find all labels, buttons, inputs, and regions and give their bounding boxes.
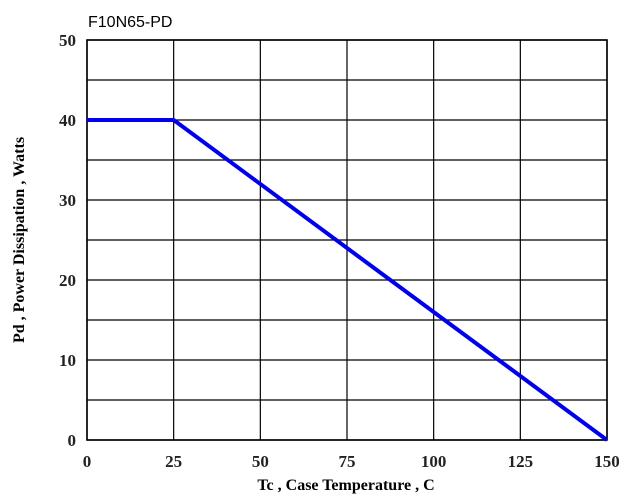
grid: [86, 39, 608, 441]
y-tick-label: 50: [59, 31, 76, 50]
y-tick-label: 10: [59, 351, 76, 370]
y-axis-label: Pd , Power Dissipation , Watts: [11, 137, 28, 343]
y-tick-label: 40: [59, 111, 76, 130]
x-tick-labels: 0 25 50 75 100 125 150: [83, 452, 620, 471]
y-tick-labels: 0 10 20 30 40 50: [59, 31, 76, 450]
x-tick-label: 50: [252, 452, 269, 471]
y-tick-label: 0: [68, 431, 77, 450]
x-tick-label: 25: [165, 452, 182, 471]
x-tick-label: 125: [508, 452, 534, 471]
x-tick-label: 0: [83, 452, 92, 471]
y-tick-label: 30: [59, 191, 76, 210]
y-tick-label: 20: [59, 271, 76, 290]
series-group: [86, 118, 609, 442]
chart-title: F10N65-PD: [88, 14, 172, 31]
x-tick-label: 75: [339, 452, 356, 471]
x-axis-label: Tc , Case Temperature , C: [257, 477, 434, 494]
x-tick-label: 100: [421, 452, 447, 471]
plot-frame: [86, 39, 608, 441]
x-tick-label: 150: [594, 452, 620, 471]
